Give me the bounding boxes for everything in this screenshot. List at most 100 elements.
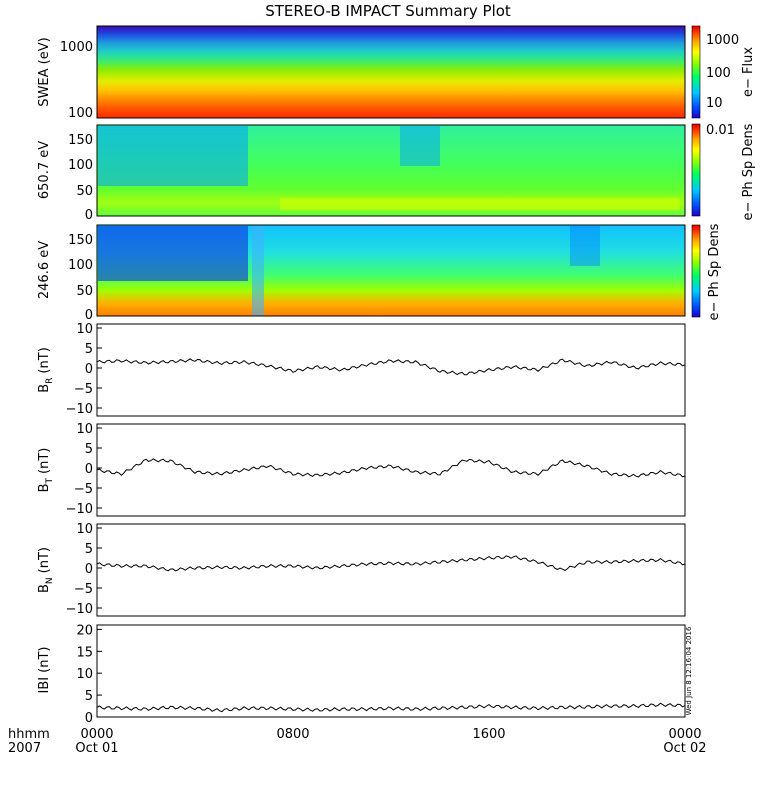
btotal-series-line (96, 702, 686, 713)
bt-frame (96, 423, 686, 517)
pa246-ylabel: 246.6 eV (37, 241, 52, 299)
x-axis: hhmm 2007 0000 0800 1600 0000 Oct 01 Oct… (8, 727, 707, 756)
br-ytick: −10 (66, 402, 93, 417)
colorbar-1-tick-10: 10 (706, 96, 723, 111)
bt-ylabel: BT (nT) (37, 448, 55, 493)
swea-spectrogram-panel: SWEA (eV) 1000 100 (37, 25, 686, 121)
btotal-ylabel: IBI (nT) (37, 647, 52, 694)
x-tick-0800: 0800 (276, 727, 309, 742)
br-ylabel-sub: R (45, 378, 55, 384)
bt-yticks: 10 5 0 −5 −10 (66, 422, 102, 517)
bn-ylabel-sub: N (45, 577, 55, 584)
swea-ytick-100: 100 (68, 106, 93, 121)
br-panel: 10 5 0 −5 −10 BR (nT) (37, 322, 686, 417)
bt-ylabel-sub: T (45, 477, 55, 484)
br-ytick: −5 (74, 382, 93, 397)
pa650-ylabel: 650.7 eV (37, 141, 52, 199)
x-corner-hhmm: hhmm (8, 727, 50, 742)
colorbar-1-label: e− Flux (741, 47, 756, 97)
btotal-panel: 20 15 10 5 0 IBI (nT) Wed Jun 8 12:16:04 2016 (37, 623, 693, 726)
pa246-frame (96, 224, 686, 317)
bt-ytick: 0 (85, 462, 93, 477)
bn-ytick: 0 (85, 562, 93, 577)
btotal-ylabel-main: IBI (37, 677, 52, 694)
bt-ylabel-unit: (nT) (37, 448, 52, 474)
bt-series-line (96, 458, 686, 478)
colorbar-3-gradient (691, 224, 701, 318)
colorbar-1: 1000 100 10 e− Flux (691, 25, 756, 119)
btotal-ytick: 15 (76, 645, 93, 660)
btotal-ytick: 5 (85, 689, 93, 704)
br-series-line (96, 358, 686, 376)
pa650-blue-region-2 (400, 126, 440, 166)
x-date-oct01: Oct 01 (75, 741, 118, 756)
bt-ytick: 5 (85, 442, 93, 457)
x-tick-0000: 0000 (80, 727, 113, 742)
pa650-ytick-0: 0 (85, 208, 93, 223)
btotal-ylabel-unit: (nT) (37, 647, 52, 673)
pa246-ytick-50: 50 (76, 284, 93, 299)
br-ylabel: BR (nT) (37, 347, 55, 393)
bt-ytick: 10 (76, 422, 93, 437)
br-ytick: 0 (85, 362, 93, 377)
pitch-angle-650-panel: 650.7 eV 150 100 50 0 (37, 124, 686, 223)
bn-ylabel: BN (nT) (37, 547, 55, 593)
pa246-blue-region (570, 226, 600, 266)
bt-ytick: −5 (74, 482, 93, 497)
bn-yticks: 10 5 0 −5 −10 (66, 522, 102, 617)
br-ytick: 10 (76, 322, 93, 337)
pa246-ytick-100: 100 (68, 258, 93, 273)
btotal-frame (96, 624, 686, 718)
swea-spectrogram-mottle (97, 26, 685, 118)
bt-ylabel-main: B (37, 483, 52, 492)
pa650-ytick-150: 150 (68, 133, 93, 148)
colorbar-2: 0.01 e− Ph Sp Dens (691, 123, 756, 220)
btotal-ytick: 20 (76, 623, 93, 638)
pa650-ytick-50: 50 (76, 184, 93, 199)
pa246-dark-region (98, 226, 248, 281)
colorbar-3-label: e− Ph Sp Dens (707, 223, 722, 320)
bn-panel: 10 5 0 −5 −10 BN (nT) (37, 522, 686, 617)
pa246-ytick-0: 0 (85, 308, 93, 323)
bn-series-line (96, 555, 686, 572)
swea-ytick-1000: 1000 (60, 40, 93, 55)
br-yticks: 10 5 0 −5 −10 (66, 322, 102, 417)
bn-frame (96, 523, 686, 617)
bn-ytick: 5 (85, 542, 93, 557)
br-frame (96, 323, 686, 417)
pitch-angle-246-panel: 246.6 eV 150 100 50 0 (37, 224, 686, 323)
x-date-oct02: Oct 02 (663, 741, 706, 756)
plot-title: STEREO-B IMPACT Summary Plot (265, 2, 511, 20)
pa650-ytick-100: 100 (68, 158, 93, 173)
colorbar-1-tick-1000: 1000 (706, 33, 739, 48)
colorbar-1-tick-100: 100 (706, 66, 731, 81)
bn-ylabel-unit: (nT) (37, 547, 52, 573)
colorbar-2-label: e− Ph Sp Dens (741, 123, 756, 220)
br-ylabel-unit: (nT) (37, 347, 52, 373)
plot-timestamp: Wed Jun 8 12:16:04 2016 (685, 626, 693, 715)
bn-ytick: 10 (76, 522, 93, 537)
swea-spectrogram-frame (96, 25, 686, 119)
br-ylabel-main: B (37, 384, 52, 393)
bt-panel: 10 5 0 −5 −10 BT (nT) (37, 422, 686, 517)
x-corner-year: 2007 (8, 741, 41, 756)
pa246-gap-column (252, 226, 264, 316)
swea-spectrogram-fill (97, 26, 685, 118)
br-ytick: 5 (85, 342, 93, 357)
x-tick-1600: 1600 (472, 727, 505, 742)
bn-ylabel-main: B (37, 584, 52, 593)
colorbar-2-gradient (691, 123, 701, 217)
pa650-frame (96, 124, 686, 217)
bt-ytick: −10 (66, 502, 93, 517)
swea-ylabel: SWEA (eV) (37, 37, 52, 106)
btotal-ytick: 0 (85, 711, 93, 726)
btotal-yticks: 20 15 10 5 0 (76, 623, 102, 726)
colorbar-3: e− Ph Sp Dens (691, 223, 722, 320)
x-tick-0000-end: 0000 (668, 727, 701, 742)
colorbar-2-tick-0.01: 0.01 (706, 123, 735, 138)
pa246-ytick-150: 150 (68, 233, 93, 248)
bn-ytick: −10 (66, 602, 93, 617)
colorbar-1-gradient (691, 25, 701, 119)
